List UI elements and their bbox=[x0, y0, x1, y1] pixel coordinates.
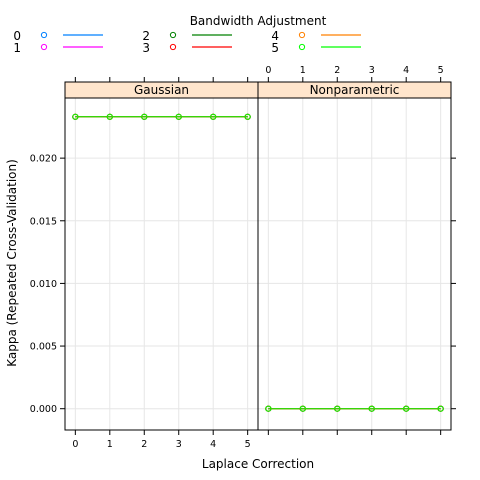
data-point bbox=[210, 113, 217, 120]
legend-point bbox=[169, 31, 177, 39]
y-tick-label: 0.020 bbox=[30, 154, 57, 165]
x-tick-label: 2 bbox=[334, 65, 340, 76]
y-tick-label: 0.015 bbox=[30, 216, 57, 227]
data-point bbox=[244, 113, 251, 120]
data-point bbox=[403, 405, 410, 412]
panel-nonparametric: Nonparametric 0 1 2 3 4 5 bbox=[257, 65, 452, 435]
legend-label: 5 bbox=[271, 41, 279, 55]
legend-entry-3: 3 bbox=[142, 41, 232, 55]
y-axis: 0.000 0.005 0.010 0.015 0.020 bbox=[30, 154, 456, 415]
x-tick-label: 1 bbox=[300, 65, 306, 76]
legend-title: Bandwidth Adjustment bbox=[190, 14, 327, 28]
legend: Bandwidth Adjustment 01 23 45 bbox=[13, 14, 361, 55]
data-point bbox=[368, 405, 375, 412]
panel-border bbox=[257, 81, 452, 431]
legend-point bbox=[298, 31, 306, 39]
strip-label: Nonparametric bbox=[310, 83, 400, 97]
legend-entry-5: 5 bbox=[271, 41, 361, 55]
data-point bbox=[334, 405, 341, 412]
x-tick-label: 4 bbox=[403, 65, 409, 76]
y-tick-label: 0.000 bbox=[30, 404, 57, 415]
legend-point bbox=[298, 43, 306, 51]
x-tick-label: 3 bbox=[176, 439, 182, 450]
legend-label: 0 bbox=[13, 29, 21, 43]
data-point bbox=[106, 113, 113, 120]
panel-border bbox=[64, 81, 259, 431]
legend-label: 1 bbox=[13, 41, 21, 55]
panel-gaussian: Gaussian 0 1 2 3 4 5 bbox=[64, 77, 259, 450]
legend-label: 4 bbox=[271, 29, 279, 43]
legend-point bbox=[169, 43, 177, 51]
y-tick-label: 0.005 bbox=[30, 342, 57, 353]
x-tick-label: 5 bbox=[245, 439, 251, 450]
x-tick-label: 2 bbox=[141, 439, 147, 450]
legend-label: 2 bbox=[142, 29, 150, 43]
strip-label: Gaussian bbox=[134, 83, 189, 97]
x-tick-label: 4 bbox=[210, 439, 216, 450]
data-point bbox=[437, 405, 444, 412]
x-tick-label: 0 bbox=[265, 65, 271, 76]
y-axis-title: Kappa (Repeated Cross-Validation) bbox=[5, 159, 19, 367]
legend-entry-0: 0 bbox=[13, 29, 103, 43]
x-tick-label: 3 bbox=[369, 65, 375, 76]
data-point bbox=[141, 113, 148, 120]
data-point bbox=[72, 113, 79, 120]
legend-entry-1: 1 bbox=[13, 41, 103, 55]
x-tick-label: 5 bbox=[438, 65, 444, 76]
x-tick-label: 1 bbox=[107, 439, 113, 450]
legend-entry-2: 2 bbox=[142, 29, 232, 43]
legend-entry-4: 4 bbox=[271, 29, 361, 43]
x-axis-title: Laplace Correction bbox=[202, 457, 314, 471]
data-point bbox=[265, 405, 272, 412]
legend-label: 3 bbox=[142, 41, 150, 55]
legend-point bbox=[40, 31, 48, 39]
x-tick-label: 0 bbox=[72, 439, 78, 450]
strip-background bbox=[257, 81, 452, 99]
y-tick-label: 0.010 bbox=[30, 279, 57, 290]
data-point bbox=[299, 405, 306, 412]
legend-point bbox=[40, 43, 48, 51]
data-point bbox=[175, 113, 182, 120]
